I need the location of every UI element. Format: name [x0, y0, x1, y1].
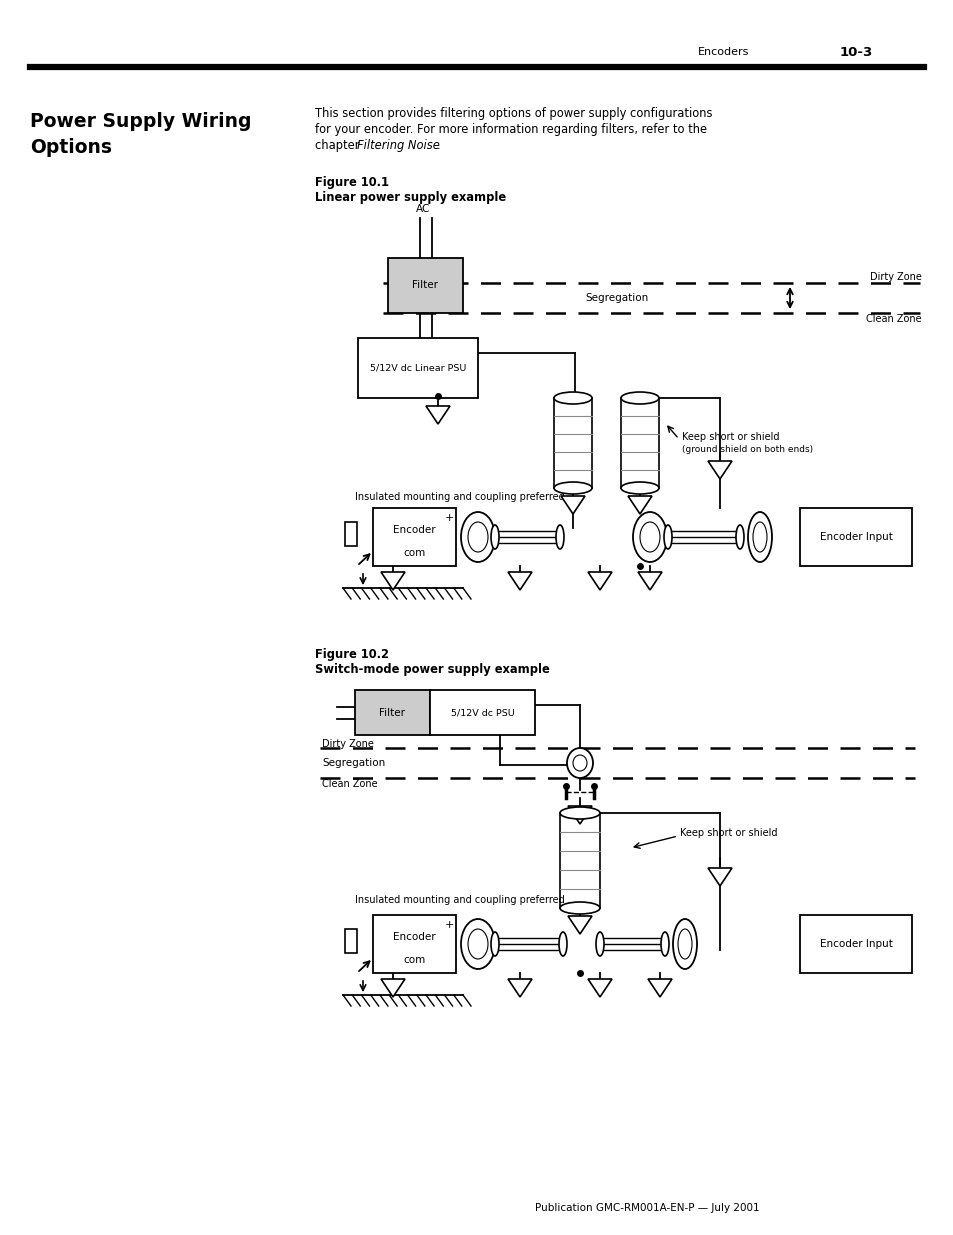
Text: Power Supply Wiring: Power Supply Wiring [30, 112, 252, 131]
Text: 10-3: 10-3 [840, 46, 872, 58]
Text: Filter: Filter [412, 280, 438, 290]
Ellipse shape [596, 932, 603, 956]
Polygon shape [707, 868, 731, 885]
Text: +: + [444, 513, 454, 522]
Bar [800, 915, 911, 973]
Polygon shape [380, 572, 405, 590]
Text: Insulated mounting and coupling preferred: Insulated mounting and coupling preferre… [355, 895, 564, 905]
Polygon shape [627, 496, 651, 514]
Bar [345, 929, 356, 953]
Ellipse shape [663, 525, 671, 550]
Bar [388, 258, 462, 312]
Polygon shape [587, 979, 612, 997]
Text: Clean Zone: Clean Zone [322, 779, 377, 789]
Polygon shape [707, 461, 731, 479]
Text: com: com [403, 548, 425, 558]
Ellipse shape [554, 482, 592, 494]
Ellipse shape [491, 932, 498, 956]
Ellipse shape [633, 513, 666, 562]
Text: +: + [444, 920, 454, 930]
Text: Encoders: Encoders [698, 47, 749, 57]
Text: chapter: chapter [314, 140, 363, 152]
Text: Encoder: Encoder [393, 525, 436, 535]
Text: Dirty Zone: Dirty Zone [322, 739, 374, 748]
Bar [345, 522, 356, 546]
Bar [554, 398, 592, 488]
Ellipse shape [747, 513, 771, 562]
Polygon shape [380, 979, 405, 997]
Ellipse shape [620, 391, 659, 404]
Text: Encoder Input: Encoder Input [819, 532, 891, 542]
Polygon shape [507, 572, 532, 590]
Ellipse shape [678, 929, 691, 960]
Ellipse shape [556, 525, 563, 550]
Ellipse shape [460, 513, 495, 562]
Polygon shape [647, 979, 671, 997]
Ellipse shape [558, 932, 566, 956]
Text: for your encoder. For more information regarding filters, refer to the: for your encoder. For more information r… [314, 124, 706, 136]
Text: Dirty Zone: Dirty Zone [869, 272, 921, 282]
Text: Segregation: Segregation [585, 293, 648, 303]
Text: 5/12V dc PSU: 5/12V dc PSU [450, 708, 514, 718]
Text: This section provides filtering options of power supply configurations: This section provides filtering options … [314, 107, 712, 120]
Ellipse shape [620, 482, 659, 494]
Bar [373, 508, 456, 566]
Ellipse shape [735, 525, 743, 550]
Text: Segregation: Segregation [322, 758, 385, 768]
Ellipse shape [672, 919, 697, 969]
Bar [800, 508, 911, 566]
Bar [355, 690, 430, 735]
Text: (ground shield on both ends): (ground shield on both ends) [681, 445, 812, 454]
Polygon shape [426, 406, 450, 424]
Polygon shape [507, 979, 532, 997]
Polygon shape [560, 496, 584, 514]
Text: Options: Options [30, 138, 112, 157]
Ellipse shape [639, 522, 659, 552]
Text: com: com [403, 955, 425, 965]
Text: Clean Zone: Clean Zone [865, 314, 921, 324]
Text: Publication GMC-RM001A-EN-P — July 2001: Publication GMC-RM001A-EN-P — July 2001 [535, 1203, 760, 1213]
Text: Figure 10.2: Figure 10.2 [314, 648, 389, 661]
Ellipse shape [573, 755, 586, 771]
Ellipse shape [468, 522, 488, 552]
Text: Figure 10.1: Figure 10.1 [314, 177, 389, 189]
Polygon shape [567, 806, 592, 824]
Ellipse shape [559, 806, 599, 819]
Text: Linear power supply example: Linear power supply example [314, 191, 506, 204]
Ellipse shape [559, 902, 599, 914]
Bar [620, 398, 659, 488]
Ellipse shape [468, 929, 488, 960]
Ellipse shape [660, 932, 668, 956]
Ellipse shape [752, 522, 766, 552]
Ellipse shape [491, 525, 498, 550]
Text: Insulated mounting and coupling preferred: Insulated mounting and coupling preferre… [355, 492, 564, 501]
Text: 5/12V dc Linear PSU: 5/12V dc Linear PSU [370, 363, 466, 373]
Polygon shape [587, 572, 612, 590]
Bar [373, 915, 456, 973]
Bar [559, 813, 599, 908]
Text: Keep short or shield: Keep short or shield [679, 827, 777, 839]
Bar [430, 690, 535, 735]
Text: Filter: Filter [379, 708, 405, 718]
Ellipse shape [566, 748, 593, 778]
Text: Keep short or shield: Keep short or shield [681, 432, 779, 442]
Ellipse shape [554, 391, 592, 404]
Text: Encoder: Encoder [393, 932, 436, 942]
Polygon shape [638, 572, 661, 590]
Bar [357, 338, 477, 398]
Text: Switch-mode power supply example: Switch-mode power supply example [314, 663, 549, 676]
Text: AC: AC [416, 204, 430, 214]
Polygon shape [567, 916, 592, 934]
Ellipse shape [460, 919, 495, 969]
Text: Filtering Noise: Filtering Noise [356, 140, 439, 152]
Text: Encoder Input: Encoder Input [819, 939, 891, 948]
Text: .: . [436, 140, 440, 152]
